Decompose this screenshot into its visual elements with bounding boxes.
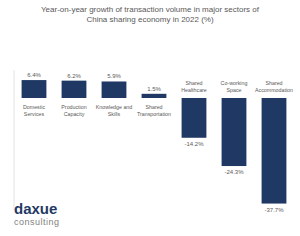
x-tick-label: Co-workingSpace: [221, 80, 248, 93]
x-tick-label: ProductionCapacity: [61, 104, 86, 117]
x-tick-label: SharedTransportation: [137, 104, 171, 117]
x-tick-label: Knowledge andSkills: [96, 104, 133, 117]
bars: [22, 80, 287, 203]
bar: [222, 98, 247, 166]
chart-svg: 6.4% DomesticServices 6.2% ProductionCapaci…: [0, 0, 300, 236]
data-label: 6.4%: [27, 72, 41, 78]
bar: [22, 80, 47, 98]
data-label: -24.3%: [224, 169, 244, 175]
data-label: 1.5%: [147, 86, 161, 92]
y-axis-line: [14, 70, 15, 210]
data-label: -14.2%: [184, 141, 204, 147]
x-tick-label: DomesticServices: [23, 104, 45, 117]
bar: [142, 94, 167, 98]
bar: [262, 98, 287, 204]
logo-text: daxue: [14, 200, 57, 217]
x-tick-label: SharedAccommodation: [255, 80, 293, 93]
x-tick-label: SharedHealthcare: [181, 80, 207, 93]
logo-subtext: consulting: [14, 217, 60, 227]
bar: [62, 81, 87, 98]
chart-title: Year-on-year growth of transaction volum…: [30, 5, 270, 25]
bar: [102, 81, 127, 98]
data-label: 6.2%: [67, 73, 81, 79]
bar: [182, 98, 207, 138]
data-label: 5.9%: [107, 73, 121, 79]
data-label: -37.7%: [264, 207, 284, 213]
